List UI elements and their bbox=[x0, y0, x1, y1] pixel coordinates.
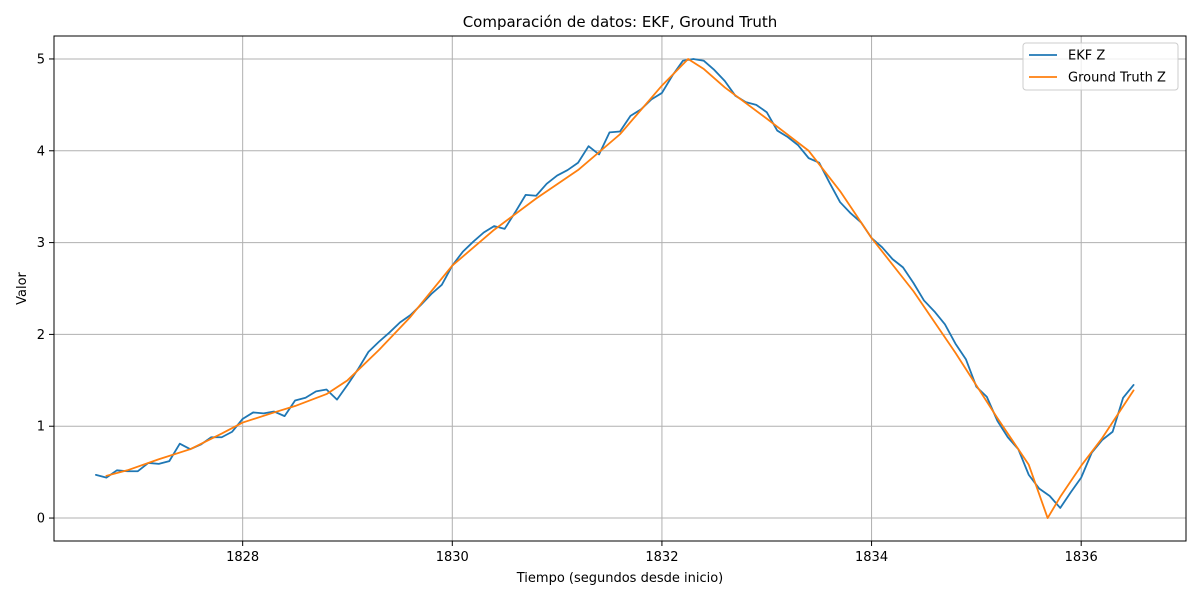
grid bbox=[54, 36, 1186, 541]
x-tick-label: 1828 bbox=[226, 550, 259, 565]
legend: EKF Z Ground Truth Z bbox=[1022, 42, 1179, 91]
plot-frame bbox=[53, 35, 1187, 542]
y-axis-label: Valor bbox=[15, 271, 30, 304]
x-axis-label: Tiempo (segundos desde inicio) bbox=[516, 571, 724, 586]
series-lines bbox=[95, 58, 1135, 519]
legend-box bbox=[1022, 42, 1179, 91]
x-tick-label: 1834 bbox=[855, 550, 888, 565]
y-tick-label: 5 bbox=[37, 52, 45, 67]
y-tick-label: 0 bbox=[37, 512, 45, 527]
y-tick-label: 1 bbox=[37, 420, 45, 435]
chart-title: Comparación de datos: EKF, Ground Truth bbox=[463, 13, 778, 31]
y-tick-label: 2 bbox=[37, 328, 45, 343]
series-line-ekf-z bbox=[95, 58, 1135, 509]
series-line-ground-truth-z bbox=[105, 58, 1135, 519]
legend-label: Ground Truth Z bbox=[1068, 71, 1166, 86]
legend-label: EKF Z bbox=[1068, 49, 1105, 64]
x-tick-label: 1832 bbox=[645, 550, 678, 565]
x-tick-label: 1830 bbox=[436, 550, 469, 565]
x-ticks: 1828 1830 1832 1834 1836 bbox=[226, 541, 1098, 565]
y-ticks: 0 1 2 3 4 5 bbox=[37, 52, 54, 527]
y-tick-label: 4 bbox=[37, 144, 45, 159]
y-tick-label: 3 bbox=[37, 236, 45, 251]
x-tick-label: 1836 bbox=[1065, 550, 1098, 565]
